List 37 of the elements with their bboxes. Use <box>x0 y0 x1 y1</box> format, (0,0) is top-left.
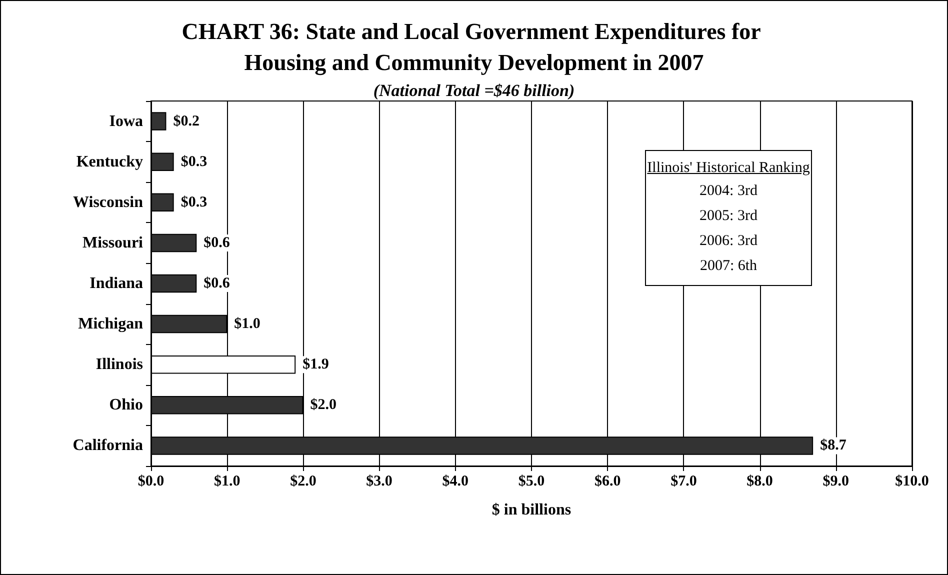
data-label: $8.7 <box>820 438 847 454</box>
x-tick-label: $5.0 <box>518 474 545 490</box>
x-tick-label: $3.0 <box>366 474 392 490</box>
annotation: 2005: 3rd <box>698 207 758 226</box>
y-tick-label: Illinois <box>96 356 143 374</box>
x-tick-label: $1.0 <box>214 474 240 490</box>
data-label: $1.9 <box>302 356 329 373</box>
data-label: $2.0 <box>310 397 336 414</box>
y-tick-label: Kentucky <box>76 153 143 170</box>
x-tick-label: $9.0 <box>822 474 850 490</box>
x-tick-label: $6.0 <box>594 474 621 490</box>
x-tick-label: $0.0 <box>138 474 164 490</box>
y-tick-label: Ohio <box>109 396 143 414</box>
chart-title: CHART 36: State and Local Government Expenditures for Housing and Community Development in 2007 <box>182 19 766 76</box>
data-label: $1.0 <box>234 316 260 332</box>
data-label: $0.2 <box>173 113 200 130</box>
y-tick-label: Missouri <box>82 234 144 252</box>
y-tick-label: Indiana <box>90 275 143 292</box>
data-label: $0.6 <box>204 234 230 251</box>
y-tick-label: Michigan <box>78 316 144 333</box>
x-tick-label: $8.0 <box>746 474 773 490</box>
annotation: 2004: 3rd <box>698 182 758 201</box>
data-label: $0.6 <box>204 276 230 292</box>
y-tick-label: Iowa <box>109 112 143 130</box>
chart-subtitle: (National Total =$46 billion) <box>373 81 575 100</box>
y-tick-label: Wisconsin <box>73 194 144 211</box>
x-tick-label: $7.0 <box>670 474 697 490</box>
y-tick-label: California <box>72 437 143 454</box>
x-tick-label: $10.0 <box>895 474 929 490</box>
data-label: $0.3 <box>180 154 208 170</box>
x-axis-title: $ in billions <box>492 502 572 518</box>
x-tick-label: $2.0 <box>290 474 316 490</box>
x-tick-label: $4.0 <box>442 474 469 490</box>
data-label: $0.3 <box>180 194 208 210</box>
annotation: 2007: 6th <box>698 257 758 276</box>
annotation: 2006: 3rd <box>698 232 758 251</box>
annotation: Illinois' Historical Ranking <box>646 159 811 178</box>
